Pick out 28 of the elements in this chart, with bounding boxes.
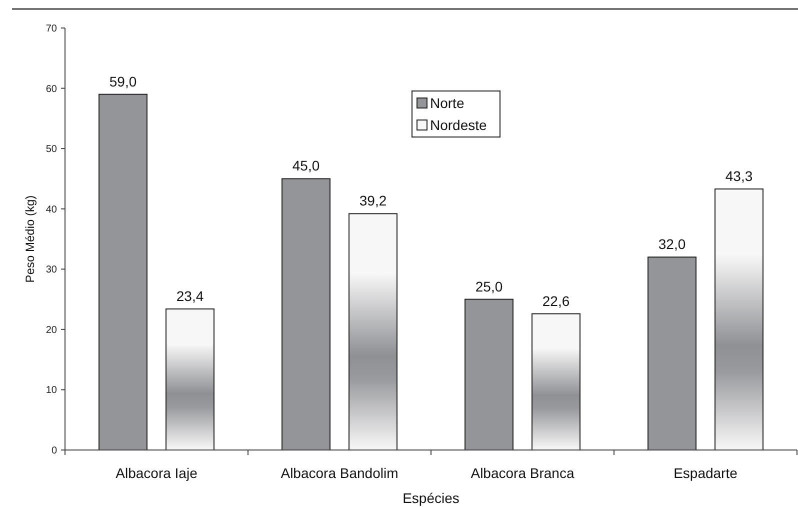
bar bbox=[282, 178, 330, 450]
y-tick-label: 0 bbox=[51, 446, 58, 456]
data-label: 32,0 bbox=[658, 236, 686, 252]
y-tick-label: 40 bbox=[46, 204, 58, 216]
y-tick-label: 10 bbox=[46, 385, 58, 396]
x-axis-title: Espécies bbox=[402, 490, 460, 506]
legend-label: Norte bbox=[430, 94, 464, 111]
y-axis-title: Peso Médio (kg) bbox=[23, 195, 37, 283]
data-label: 22,6 bbox=[542, 292, 570, 309]
x-tick-label: Albacora Iaje bbox=[116, 465, 198, 481]
x-tick-label: Albacora Bandolim bbox=[280, 465, 398, 481]
legend-label: Nordeste bbox=[430, 116, 488, 133]
data-label: 23,4 bbox=[176, 288, 204, 304]
y-tick-label: 20 bbox=[46, 324, 58, 336]
y-tick-label: 70 bbox=[46, 24, 58, 34]
data-label: 25,0 bbox=[475, 278, 503, 294]
x-tick-label: Albacora Branca bbox=[470, 465, 574, 481]
bar bbox=[98, 94, 148, 450]
data-label: 39,2 bbox=[359, 192, 387, 209]
bar bbox=[648, 256, 696, 450]
x-tick-label: Espadarte bbox=[674, 465, 738, 481]
data-label: 43,3 bbox=[725, 168, 753, 184]
y-tick-label: 60 bbox=[46, 84, 58, 95]
y-tick-label: 30 bbox=[46, 264, 58, 276]
data-label: 59,0 bbox=[109, 73, 137, 90]
data-label: 45,0 bbox=[292, 158, 320, 174]
y-tick-label: 50 bbox=[46, 144, 58, 156]
bar bbox=[464, 298, 514, 450]
